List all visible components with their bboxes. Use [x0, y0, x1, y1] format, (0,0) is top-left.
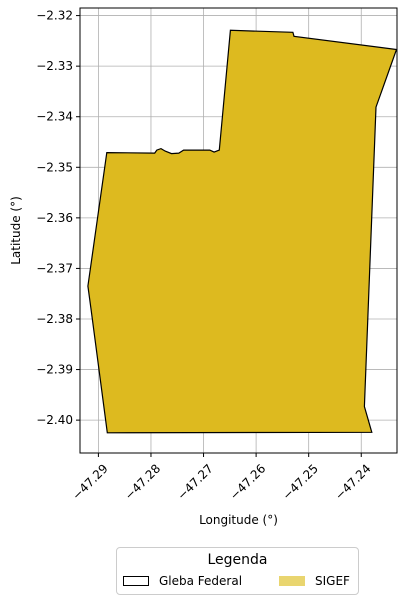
legend-label: Gleba Federal — [159, 574, 243, 588]
sigef-polygon — [87, 30, 397, 433]
x-tick-label: −47.27 — [175, 461, 216, 502]
x-tick-label: −47.26 — [227, 461, 268, 502]
legend-swatch-outline — [123, 576, 149, 586]
legend-entry-sigef: SIGEF — [279, 574, 350, 588]
legend-label: SIGEF — [315, 574, 350, 588]
x-tick-label: −47.25 — [280, 461, 321, 502]
legend: Legenda Gleba Federal SIGEF — [116, 547, 359, 595]
y-tick-label: −2.35 — [36, 160, 73, 174]
legend-entry-gleba: Gleba Federal — [123, 574, 242, 588]
legend-swatch-fill — [279, 576, 305, 586]
polygons — [87, 29, 398, 434]
y-tick-label: −2.37 — [36, 261, 73, 275]
y-tick-label: −2.39 — [36, 363, 73, 377]
y-tick-label: −2.33 — [36, 59, 73, 73]
y-tick-label: −2.38 — [36, 312, 73, 326]
x-axis-label: Longitude (°) — [199, 513, 278, 527]
y-tick-label: −2.32 — [36, 9, 73, 23]
y-tick-label: −2.34 — [36, 110, 73, 124]
gleba-federal-polygon — [87, 29, 398, 434]
x-tick-label: −47.24 — [332, 461, 373, 502]
y-tick-label: −2.36 — [36, 211, 73, 225]
legend-title: Legenda — [207, 552, 268, 568]
x-tick-label: −47.29 — [69, 461, 110, 502]
plot-frame — [79, 7, 398, 454]
y-tick-label: −2.40 — [36, 413, 73, 427]
y-axis-label: Latitude (°) — [9, 196, 23, 265]
x-tick-label: −47.28 — [122, 461, 163, 502]
